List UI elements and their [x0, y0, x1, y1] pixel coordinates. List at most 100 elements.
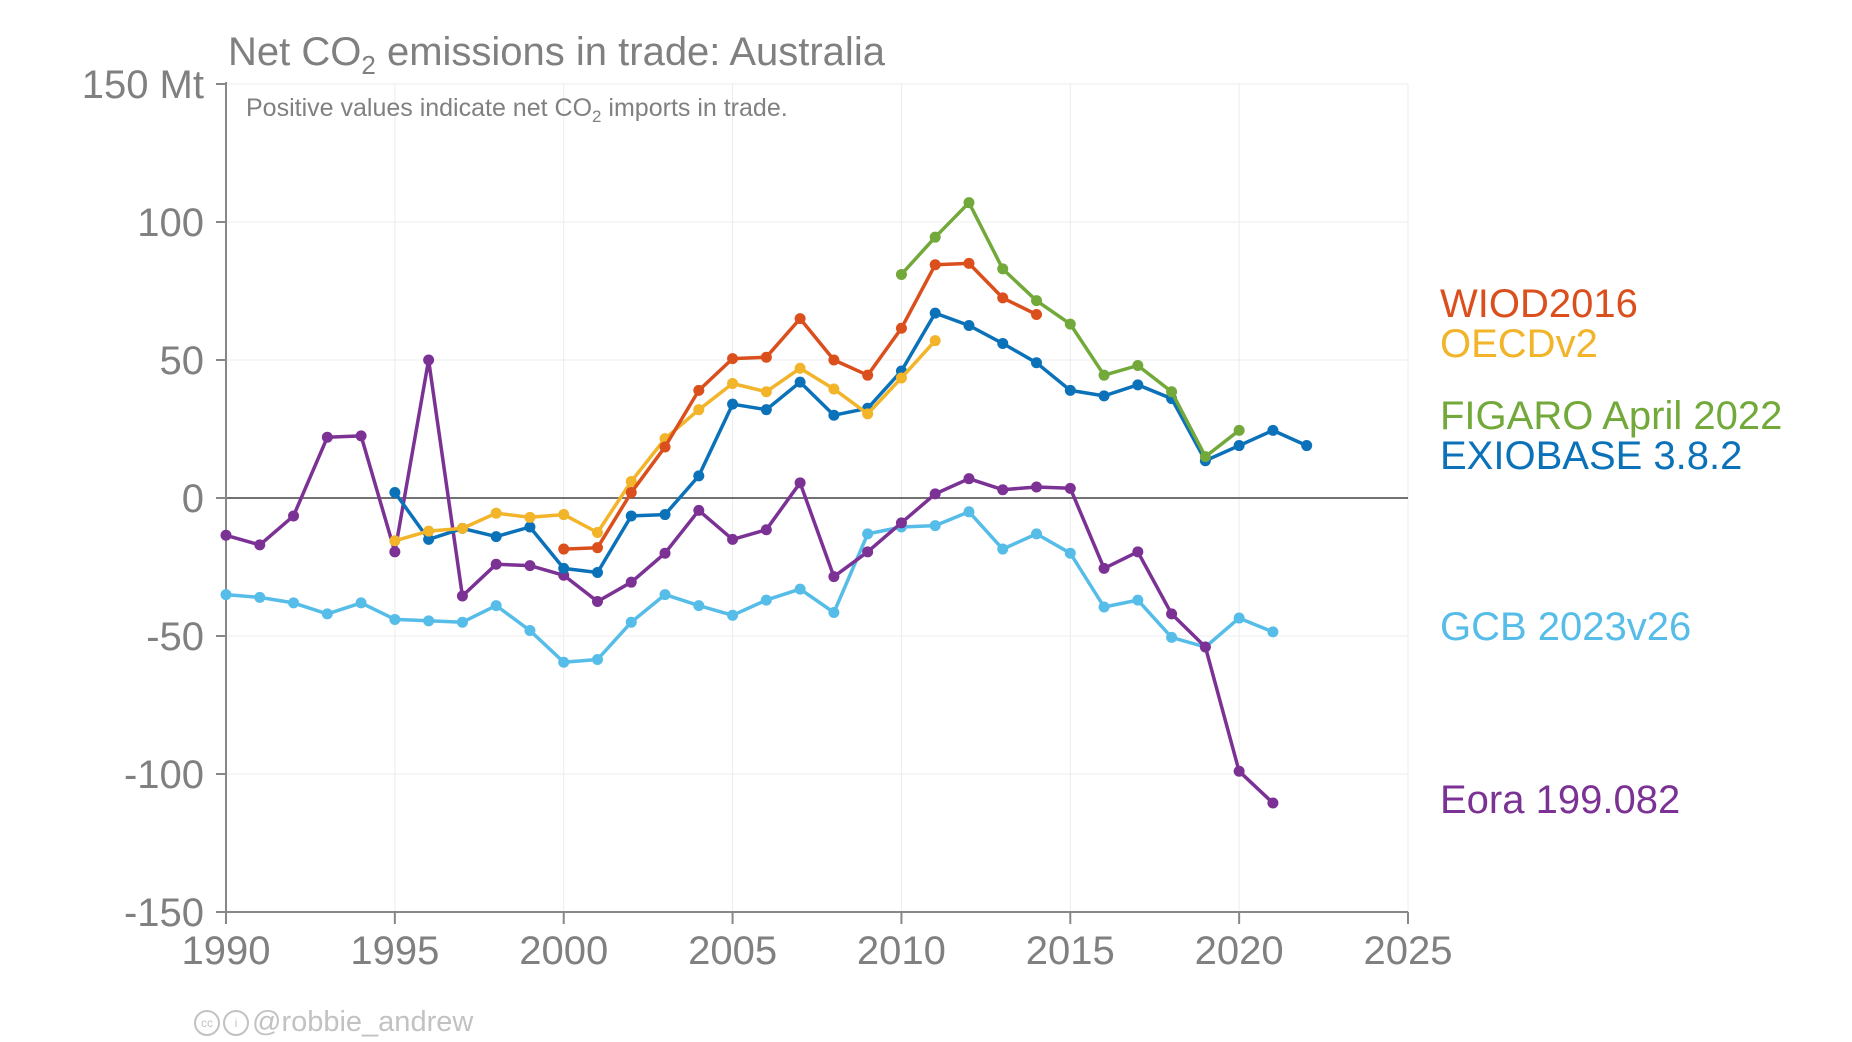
data-point: [591, 527, 603, 538]
data-point: [288, 597, 300, 609]
data-point: [693, 470, 705, 482]
data-point: [355, 597, 367, 609]
data-point: [389, 535, 401, 547]
data-point: [794, 362, 806, 374]
title-text-rest: emissions in trade: Australia: [375, 30, 885, 74]
data-point: [997, 484, 1009, 496]
credit-handle: @robbie_andrew: [252, 1006, 474, 1038]
data-point: [760, 386, 772, 398]
data-point: [1098, 369, 1110, 381]
legend-label-wiod: WIOD2016: [1440, 282, 1638, 326]
data-point: [760, 594, 772, 606]
x-tick-label: 2005: [688, 929, 777, 973]
data-point: [389, 546, 401, 558]
data-point: [963, 320, 975, 331]
data-point: [1064, 482, 1076, 494]
data-point: [423, 615, 435, 627]
data-point: [963, 506, 975, 518]
legend-label-oecd: OECDv2: [1440, 322, 1598, 366]
data-point: [794, 477, 806, 489]
y-tick-label: 150 Mt: [82, 63, 204, 107]
chart-subtitle: Positive values indicate net CO2 imports…: [246, 94, 788, 127]
data-point: [794, 313, 806, 325]
data-point: [828, 571, 840, 583]
data-point: [828, 409, 840, 421]
series-layer: [220, 197, 1313, 809]
title-subscript: 2: [361, 50, 376, 80]
data-point: [456, 522, 468, 534]
subtitle-subscript: 2: [592, 107, 602, 126]
data-point: [1064, 547, 1076, 559]
data-point: [490, 507, 502, 519]
data-point: [456, 590, 468, 602]
data-point: [524, 511, 536, 523]
data-point: [490, 558, 502, 570]
data-point: [321, 608, 333, 620]
series-group: [220, 506, 1279, 668]
data-point: [1233, 612, 1245, 624]
series-group: [389, 335, 941, 547]
data-point: [997, 543, 1009, 555]
credit-line: cc i @robbie_andrew: [194, 1006, 473, 1039]
data-point: [1233, 424, 1245, 436]
data-point: [727, 353, 739, 365]
data-point: [1166, 386, 1178, 398]
data-point: [254, 591, 266, 603]
x-tick-label: 1990: [182, 929, 271, 973]
data-point: [760, 524, 772, 536]
x-tick-label: 1995: [350, 929, 439, 973]
data-point: [727, 377, 739, 389]
data-point: [1267, 626, 1279, 638]
data-point: [625, 510, 637, 522]
data-point: [558, 656, 570, 668]
data-point: [423, 354, 435, 366]
data-point: [490, 531, 502, 543]
data-point: [558, 509, 570, 521]
data-point: [727, 609, 739, 621]
data-point: [929, 488, 941, 500]
legend-label-exiobase: EXIOBASE 3.8.2: [1440, 434, 1743, 478]
data-point: [659, 589, 671, 601]
data-point: [625, 616, 637, 628]
data-point: [591, 596, 603, 607]
data-point: [963, 473, 975, 485]
data-point: [1064, 384, 1076, 396]
data-point: [220, 589, 232, 601]
chart-title: Net CO2 emissions in trade: Australia: [228, 30, 885, 81]
data-point: [423, 533, 435, 545]
data-point: [895, 322, 907, 334]
data-point: [1166, 608, 1178, 620]
series-line: [393, 311, 1309, 575]
y-tick-label: 100: [137, 201, 204, 245]
data-point: [321, 431, 333, 443]
data-point: [1166, 631, 1178, 643]
data-point: [963, 257, 975, 269]
title-text: Net CO: [228, 30, 362, 74]
data-point: [524, 624, 536, 636]
data-point: [355, 430, 367, 442]
legend-label-figaro: FIGARO April 2022: [1440, 394, 1783, 438]
y-tick-label: -50: [146, 615, 204, 659]
data-point: [524, 521, 536, 533]
series-line: [224, 358, 1275, 805]
data-point: [591, 542, 603, 554]
y-tick-label: 0: [182, 477, 204, 521]
data-point: [659, 547, 671, 559]
data-point: [693, 404, 705, 416]
data-point: [929, 231, 941, 243]
data-point: [828, 383, 840, 395]
data-point: [524, 560, 536, 572]
data-point: [895, 372, 907, 384]
data-point: [794, 583, 806, 595]
x-tick-label: 2025: [1364, 929, 1453, 973]
data-point: [558, 543, 570, 555]
data-point: [929, 335, 941, 347]
data-point: [659, 441, 671, 453]
x-tick-label: 2020: [1195, 929, 1284, 973]
data-point: [288, 510, 300, 522]
data-point: [727, 533, 739, 545]
data-point: [558, 562, 570, 574]
data-point: [389, 613, 401, 625]
data-point: [997, 292, 1009, 304]
data-point: [727, 398, 739, 410]
